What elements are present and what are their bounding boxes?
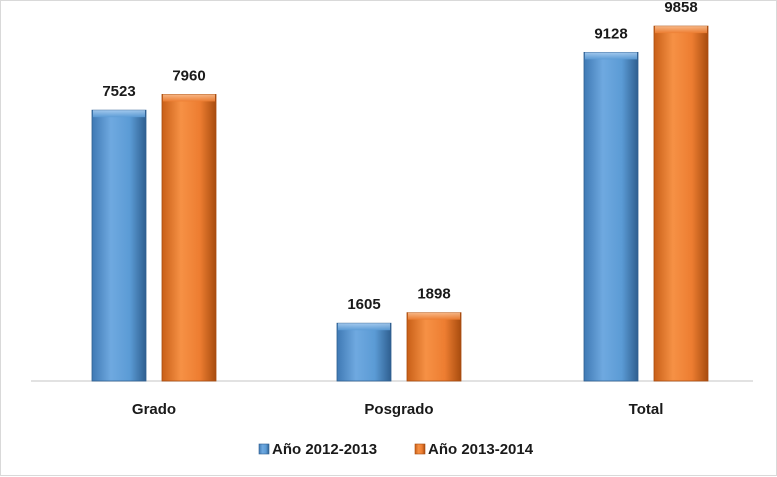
bar-grado-a-o-2013-2014 xyxy=(161,94,217,382)
legend-label-a-o-2012-2013: Año 2012-2013 xyxy=(272,441,377,458)
legend-swatch-a-o-2013-2014 xyxy=(414,443,426,455)
category-label-posgrado: Posgrado xyxy=(364,401,433,418)
bar-top-highlight xyxy=(655,26,707,34)
bar-top-highlight xyxy=(163,94,215,102)
category-label-total: Total xyxy=(629,401,664,418)
bar-posgrado-a-o-2013-2014 xyxy=(406,312,462,382)
data-label-posgrado-a-o-2012-2013: 1605 xyxy=(347,296,380,313)
bar-top-highlight xyxy=(338,323,390,331)
legend-swatch-a-o-2012-2013 xyxy=(258,443,270,455)
data-label-total-a-o-2012-2013: 9128 xyxy=(594,25,627,42)
bar-total-a-o-2013-2014 xyxy=(653,25,709,382)
bar-grado-a-o-2012-2013 xyxy=(91,109,147,382)
bar-total-a-o-2012-2013 xyxy=(583,51,639,382)
data-label-grado-a-o-2012-2013: 7523 xyxy=(102,83,135,100)
data-label-grado-a-o-2013-2014: 7960 xyxy=(172,67,205,84)
labels-group: 7523 7960 Grado 1605 1898 Posgrado 9128 9858 Tot… xyxy=(102,1,697,418)
bars-group xyxy=(91,25,709,382)
data-label-total-a-o-2013-2014: 9858 xyxy=(664,1,697,16)
legend: Año 2012-2013 Año 2013-2014 xyxy=(258,441,534,458)
bar-top-highlight xyxy=(408,312,460,320)
bar-posgrado-a-o-2012-2013 xyxy=(336,322,392,382)
legend-label-a-o-2013-2014: Año 2013-2014 xyxy=(428,441,534,458)
bar-top-highlight xyxy=(93,110,145,118)
category-label-grado: Grado xyxy=(132,401,176,418)
data-label-posgrado-a-o-2013-2014: 1898 xyxy=(417,286,450,303)
bar-top-highlight xyxy=(585,52,637,60)
